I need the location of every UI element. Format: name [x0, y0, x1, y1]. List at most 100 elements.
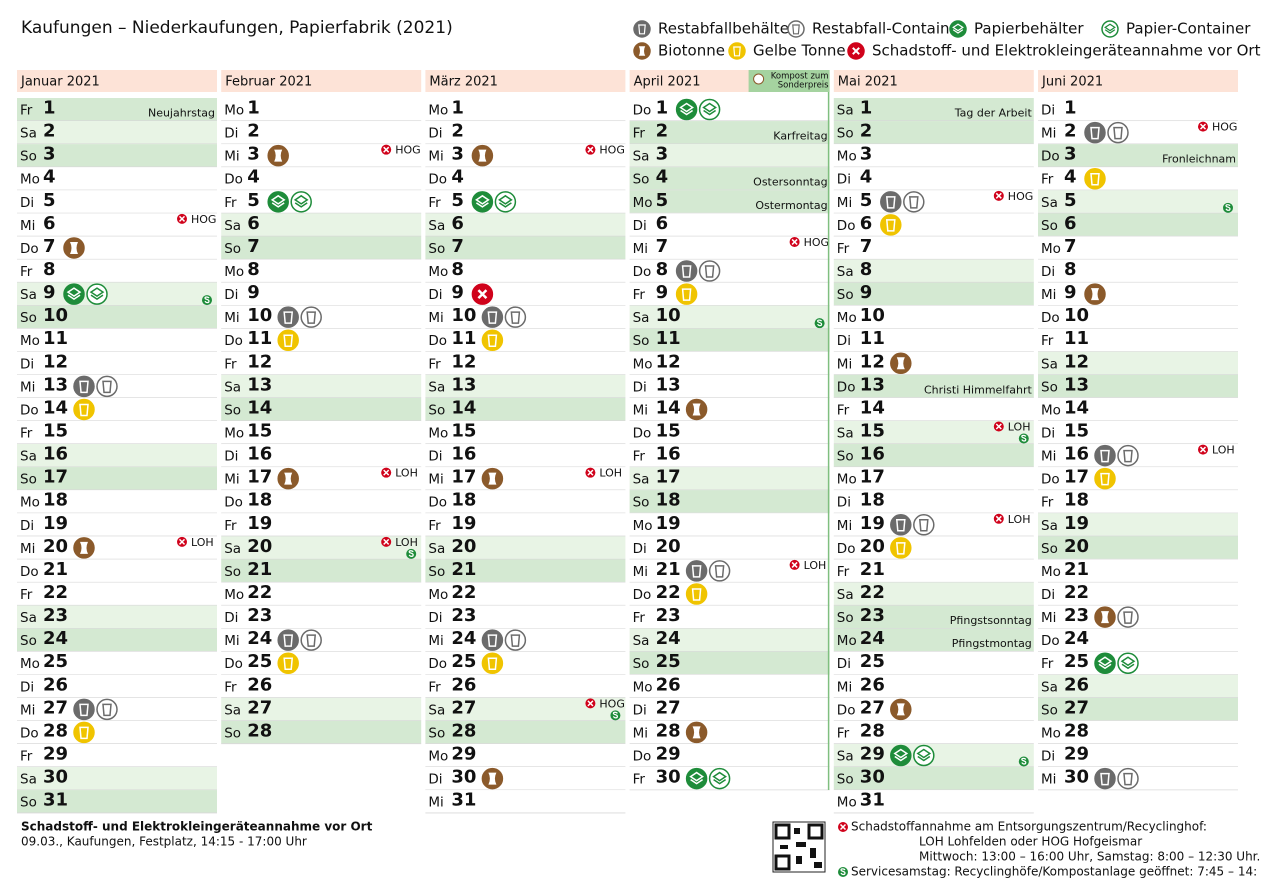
day-number: 6 — [451, 213, 464, 234]
icon-glyph — [89, 287, 105, 300]
day-number: 20 — [43, 536, 68, 557]
weekday: Fr — [633, 126, 646, 142]
day-number: 29 — [656, 743, 681, 764]
day-number: 17 — [43, 467, 68, 488]
day-number: 17 — [247, 467, 272, 488]
month-name: März 2021 — [429, 75, 498, 90]
day-number: 24 — [451, 628, 476, 649]
weekday: Di — [1041, 426, 1055, 442]
weekday: Mi — [20, 541, 35, 557]
day-number: 30 — [656, 767, 681, 788]
holiday: Karfreitag — [773, 130, 827, 143]
day-row — [17, 167, 217, 190]
icon-glyph — [679, 102, 694, 116]
icon-glyph — [487, 334, 498, 347]
weekday: Mo — [428, 264, 448, 280]
icon-glyph — [692, 403, 701, 416]
icon-circle — [481, 652, 504, 674]
waste-icon — [481, 306, 504, 328]
icon-glyph — [270, 194, 286, 208]
day-row — [17, 490, 217, 513]
day-row — [17, 259, 217, 283]
waste-icon — [1117, 767, 1139, 790]
day-number: 8 — [860, 259, 873, 280]
waste-icon — [481, 767, 504, 790]
weekday: Mi — [224, 472, 239, 488]
weekday: So — [837, 449, 854, 465]
icon-glyph — [274, 149, 283, 162]
day-row — [425, 720, 626, 744]
icon-circle — [890, 514, 912, 536]
weekday: Di — [428, 610, 442, 626]
holiday: Tag der Arbeit — [954, 107, 1033, 120]
day-number: 23 — [1064, 605, 1089, 626]
day-number: 7 — [451, 236, 464, 257]
icon-circle — [949, 20, 967, 38]
day-number: 14 — [43, 397, 68, 418]
day-row — [833, 790, 1034, 813]
icon-circle — [504, 306, 527, 328]
service-icon-glyph — [612, 711, 619, 719]
icon-glyph — [895, 542, 906, 555]
day-row — [221, 513, 422, 536]
day-number: 27 — [43, 697, 68, 718]
weekday: Do — [1041, 310, 1060, 326]
weekday: Mi — [20, 379, 35, 395]
day-row — [221, 236, 422, 259]
weekday: Mo — [1041, 725, 1061, 741]
waste-icon — [267, 191, 289, 213]
legend-label: Gelbe Tonne — [753, 42, 846, 60]
holiday: Neujahrstag — [148, 107, 215, 120]
day-number: 4 — [1064, 167, 1077, 188]
waste-icon — [675, 98, 698, 121]
icon-glyph — [1100, 449, 1110, 463]
day-number: 8 — [1064, 259, 1077, 280]
day-number: 14 — [656, 397, 681, 418]
day-number: 16 — [451, 444, 476, 465]
weekday: Sa — [224, 218, 241, 234]
icon-glyph — [102, 380, 112, 394]
day-number: 26 — [247, 674, 272, 695]
day-row — [833, 144, 1034, 167]
service-icon-glyph — [816, 319, 823, 327]
icon-circle — [96, 698, 118, 721]
day-number: 19 — [43, 513, 68, 534]
place: HOG — [599, 144, 624, 157]
place-icon-glyph — [178, 215, 186, 222]
icon-glyph — [510, 311, 521, 324]
waste-icon — [504, 629, 527, 651]
day-number: 5 — [656, 190, 669, 211]
day-number: 3 — [656, 144, 669, 165]
weekday: Di — [20, 356, 34, 372]
weekday: Sa — [633, 149, 650, 165]
weekday: Mo — [20, 172, 40, 188]
icon-circle — [1094, 444, 1116, 467]
place: LOH — [804, 559, 827, 572]
day-row — [221, 651, 422, 675]
day-row — [17, 767, 217, 790]
day-number: 10 — [43, 305, 68, 326]
weekday: Do — [224, 656, 243, 672]
day-number: 9 — [43, 282, 56, 303]
day-row — [1038, 513, 1238, 536]
day-number: 26 — [656, 674, 681, 695]
weekday: Di — [633, 702, 647, 718]
icon-circle — [708, 560, 731, 582]
weekday: Mi — [1041, 772, 1056, 788]
icon-glyph — [1091, 288, 1099, 301]
weekday: Mo — [224, 426, 244, 442]
weekday: Mo — [20, 495, 40, 511]
day-row — [1038, 674, 1238, 698]
day-row — [221, 121, 422, 144]
legend-label: Restabfall-Container — [812, 20, 966, 38]
weekday: Mi — [633, 402, 648, 418]
day-number: 29 — [1064, 743, 1089, 764]
day-number: 31 — [860, 790, 885, 811]
icon-glyph — [704, 265, 715, 278]
day-row — [425, 167, 626, 190]
day-number: 11 — [43, 328, 68, 349]
day-number: 23 — [860, 605, 885, 626]
waste-icon — [675, 283, 698, 305]
waste-icon — [890, 537, 912, 559]
icon-glyph — [66, 287, 82, 300]
